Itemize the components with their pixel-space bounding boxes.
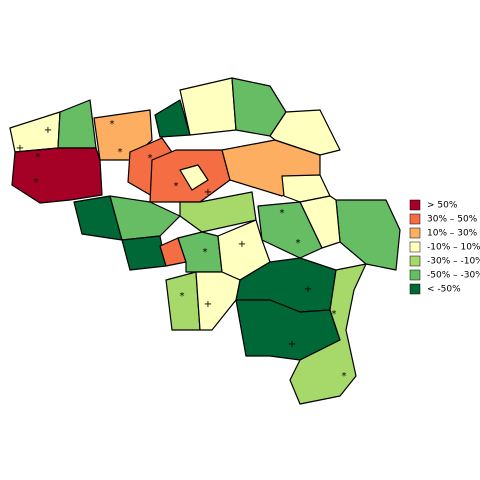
region-marker: +: [204, 187, 212, 198]
region-marker: +: [204, 299, 212, 310]
markers: + + * * * * * + * * * * + + + + * * *: [16, 119, 347, 382]
legend-label: 30% – 50%: [427, 215, 478, 225]
region-marker: *: [118, 147, 123, 158]
region-marker: +: [238, 239, 246, 250]
legend-label: 10% – 30%: [427, 229, 478, 239]
region-marker: *: [34, 177, 39, 188]
region-marker: *: [36, 152, 41, 163]
region-marker: +: [304, 284, 312, 295]
region: [179, 77, 237, 136]
region: [289, 263, 367, 405]
region-marker: *: [148, 153, 153, 164]
legend-swatch: [409, 255, 421, 267]
legend-swatch: [409, 199, 421, 211]
region: [195, 271, 241, 331]
legend-label: -50% – -30%: [427, 271, 480, 281]
region-marker: *: [174, 181, 179, 192]
region-marker: *: [296, 238, 301, 249]
region-marker: *: [180, 291, 185, 302]
region: [269, 109, 341, 156]
region-marker: +: [16, 143, 24, 154]
legend-label: > 50%: [427, 201, 458, 211]
legend-label: -30% – -10%: [427, 257, 480, 267]
region: [121, 235, 167, 271]
region-marker: *: [280, 208, 285, 219]
region: [57, 99, 97, 149]
legend-swatch: [409, 241, 421, 253]
legend-swatch: [409, 269, 421, 281]
legend-label: -10% – 10%: [427, 243, 480, 253]
legend-swatch: [409, 213, 421, 225]
region: [109, 195, 181, 241]
region: [179, 164, 209, 191]
region-marker: *: [110, 119, 115, 130]
region-marker: +: [44, 125, 52, 136]
region-marker: *: [342, 371, 347, 382]
region-marker: *: [332, 309, 337, 320]
legend-swatch: [409, 227, 421, 239]
legend-swatch: [409, 283, 421, 295]
region: [177, 231, 223, 273]
region: [257, 201, 323, 259]
region: [11, 147, 103, 204]
belgium-map: [9, 77, 401, 405]
legend-label: < -50%: [427, 285, 461, 295]
region: [335, 199, 401, 271]
region-marker: +: [288, 339, 296, 350]
legend: > 50% 30% – 50% 10% – 30% -10% – 10% -30% – …: [409, 199, 480, 295]
region-marker: *: [203, 247, 208, 258]
